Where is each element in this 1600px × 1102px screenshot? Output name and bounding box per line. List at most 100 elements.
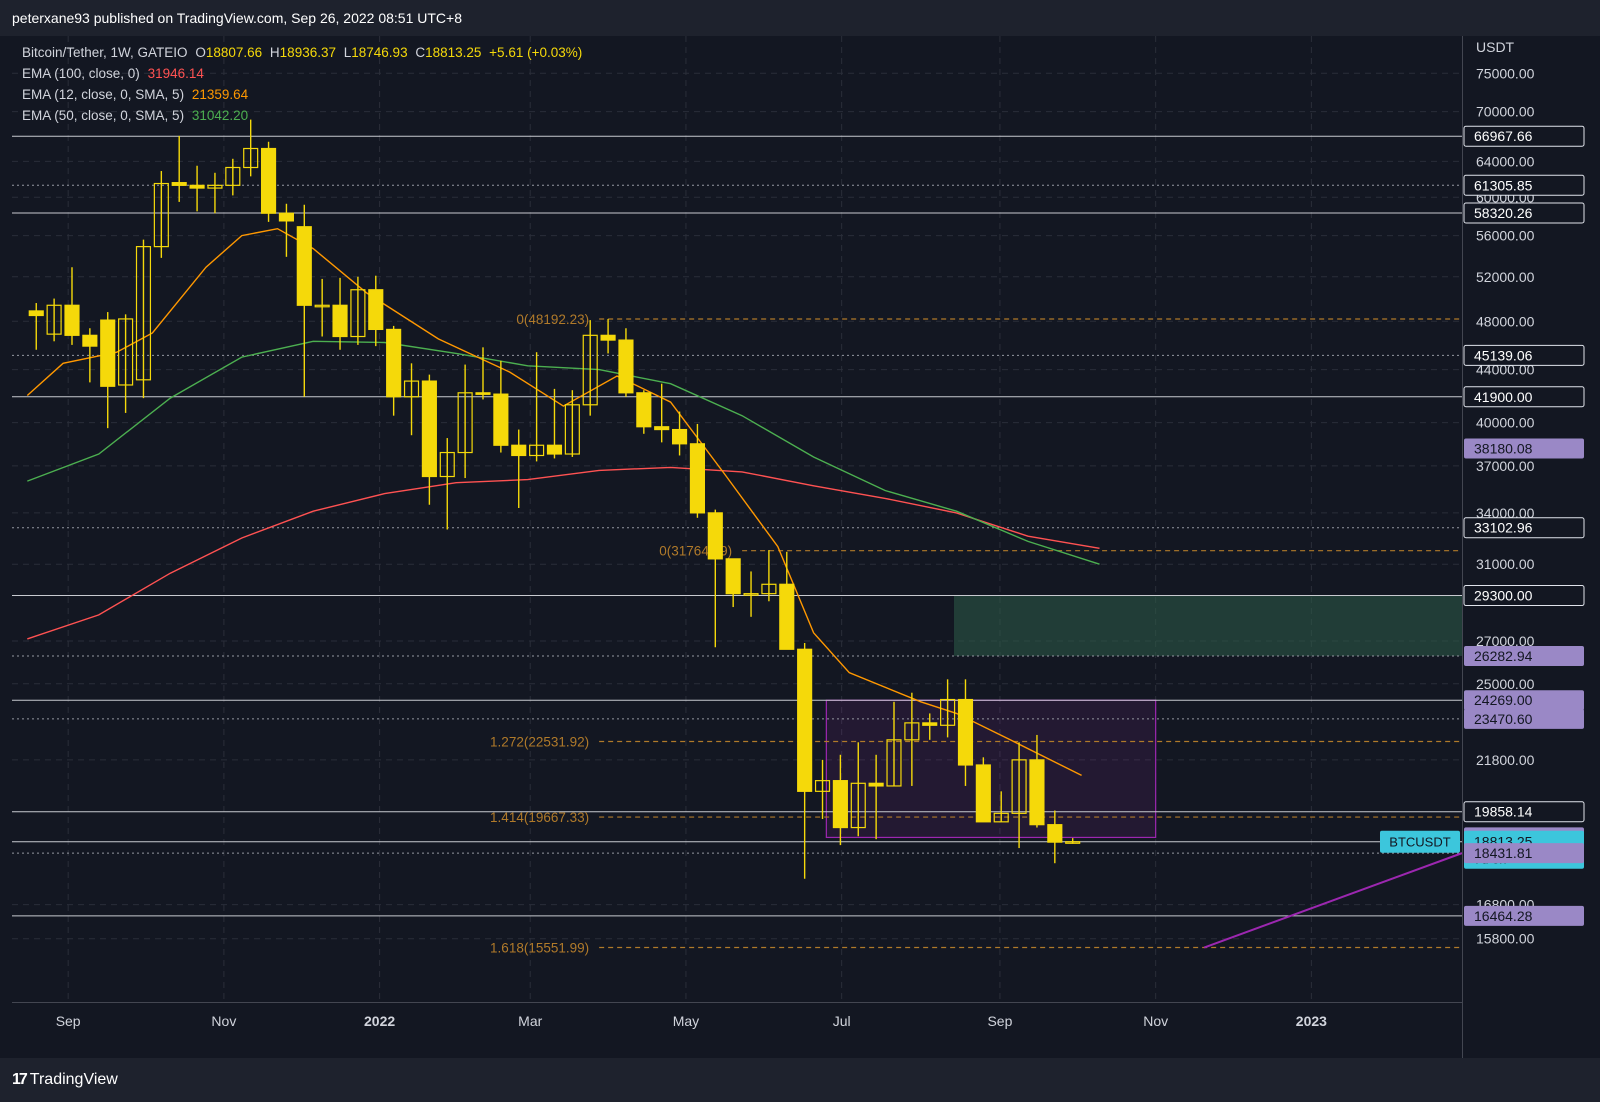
candle-body xyxy=(314,304,330,308)
candle-body xyxy=(475,392,491,395)
candle-body xyxy=(975,764,991,823)
candle xyxy=(1047,810,1063,864)
candle xyxy=(493,360,509,453)
x-tick-label: Jul xyxy=(833,1013,851,1029)
legend-symbol[interactable]: Bitcoin/Tether, 1W, GATEIO xyxy=(22,45,188,60)
candle xyxy=(797,643,813,879)
y-tick-label: 70000.00 xyxy=(1476,104,1535,120)
candle-body xyxy=(618,339,634,394)
x-tick-label: Mar xyxy=(518,1013,542,1029)
candle xyxy=(171,135,187,202)
candle xyxy=(529,352,545,462)
currency-label: USDT xyxy=(1476,39,1515,55)
level-tag xyxy=(1463,801,1585,823)
level-tag xyxy=(1463,344,1585,366)
plot-area: 0(48192.23)0(31764.69)1.272(22531.92)1.4… xyxy=(12,36,1462,1002)
candle-body xyxy=(243,147,259,169)
candle-body xyxy=(725,558,741,595)
legend-close-label: C xyxy=(415,45,426,60)
candle-body xyxy=(403,380,420,398)
y-tick-label: 52000.00 xyxy=(1476,269,1535,285)
chart-frame[interactable]: 0(48192.23) 0(31764.69) 1.272(22531.92) 1.4… xyxy=(12,36,1588,1058)
candle-body xyxy=(546,444,563,455)
candle xyxy=(350,276,366,345)
level-tag xyxy=(1463,585,1585,607)
x-tick-label: Nov xyxy=(1143,1013,1168,1029)
tradingview-brand: TradingView xyxy=(29,1071,118,1088)
candle xyxy=(1029,734,1045,828)
legend-ema50-row[interactable]: EMA (50, close, 0, SMA, 5) 31042.20 xyxy=(22,105,586,126)
legend-ema50-label: EMA (50, close, 0, SMA, 5) xyxy=(22,108,185,123)
level-tag xyxy=(1463,202,1585,224)
legend-high-label: H xyxy=(269,45,280,60)
candle-body xyxy=(779,583,795,650)
candle xyxy=(28,303,44,350)
candle xyxy=(922,713,938,740)
price-chart[interactable]: 0(48192.23)0(31764.69)1.272(22531.92)1.4… xyxy=(12,36,1588,1058)
candle xyxy=(386,325,402,416)
time-axis-panel xyxy=(12,1002,1462,1058)
candle xyxy=(814,759,831,819)
candle xyxy=(82,328,98,383)
legend-ema100-label: EMA (100, close, 0) xyxy=(22,66,140,81)
candle xyxy=(153,171,169,258)
x-tick-label: Nov xyxy=(211,1013,236,1029)
candle-body xyxy=(582,334,598,406)
green-zone xyxy=(953,595,1462,656)
candle-body xyxy=(118,318,134,386)
candle xyxy=(100,312,116,429)
candle xyxy=(1065,838,1081,844)
y-tick-label: 64000.00 xyxy=(1476,153,1535,169)
candle xyxy=(940,679,956,738)
candle xyxy=(707,509,723,648)
y-tick-label: 48000.00 xyxy=(1476,313,1535,329)
purple-trendline xyxy=(1203,852,1462,949)
candle-body xyxy=(368,289,384,331)
candle xyxy=(993,791,1009,823)
candle-body xyxy=(600,334,616,341)
candle-body xyxy=(636,392,652,428)
candle xyxy=(135,239,152,399)
candle-body xyxy=(886,739,902,787)
y-tick-label: 75000.00 xyxy=(1476,65,1535,81)
legend-ema100-row[interactable]: EMA (100, close, 0) 31946.14 xyxy=(22,63,586,84)
purple-zone xyxy=(825,699,1157,839)
legend-ema12-value: 21359.64 xyxy=(191,87,249,102)
level-tag-label: 19858.14 xyxy=(1474,804,1533,820)
candle xyxy=(1011,742,1027,849)
candle-body xyxy=(850,782,866,829)
candle xyxy=(314,278,330,337)
candle xyxy=(975,757,991,823)
candle-body xyxy=(940,698,956,726)
ema100-line xyxy=(27,466,1100,640)
tradingview-logo[interactable]: 17 TradingView xyxy=(12,1071,118,1089)
x-tick-label: 2023 xyxy=(1296,1013,1327,1029)
candle-body xyxy=(1011,759,1027,814)
legend-ema12-row[interactable]: EMA (12, close, 0, SMA, 5) 21359.64 xyxy=(22,84,586,105)
candle-body xyxy=(171,182,187,186)
candle xyxy=(689,423,706,518)
fib-level-label: 1.272(22531.92) xyxy=(490,735,589,750)
candle xyxy=(189,165,205,212)
candle-body xyxy=(28,310,44,317)
level-tag xyxy=(1464,690,1584,711)
candle xyxy=(654,383,670,443)
candle xyxy=(886,701,902,787)
candle-body xyxy=(153,182,169,248)
level-tag xyxy=(1464,708,1584,729)
tradingview-logo-icon: 17 xyxy=(12,1071,28,1088)
candle-body xyxy=(922,722,938,726)
level-tag xyxy=(1464,843,1584,864)
candle xyxy=(207,172,223,214)
candle-body xyxy=(1065,841,1081,844)
candle xyxy=(957,679,974,786)
level-tag-label: 29300.00 xyxy=(1474,588,1533,604)
candle xyxy=(64,267,80,345)
candle-body xyxy=(64,304,80,336)
candle xyxy=(260,141,277,222)
fib-level-label: 1.618(15551.99) xyxy=(490,941,589,956)
y-tick-label: 37000.00 xyxy=(1476,458,1535,474)
y-tick-label: 27000.00 xyxy=(1476,633,1535,649)
candle-body xyxy=(189,184,205,189)
y-tick-label: 25000.00 xyxy=(1476,676,1535,692)
